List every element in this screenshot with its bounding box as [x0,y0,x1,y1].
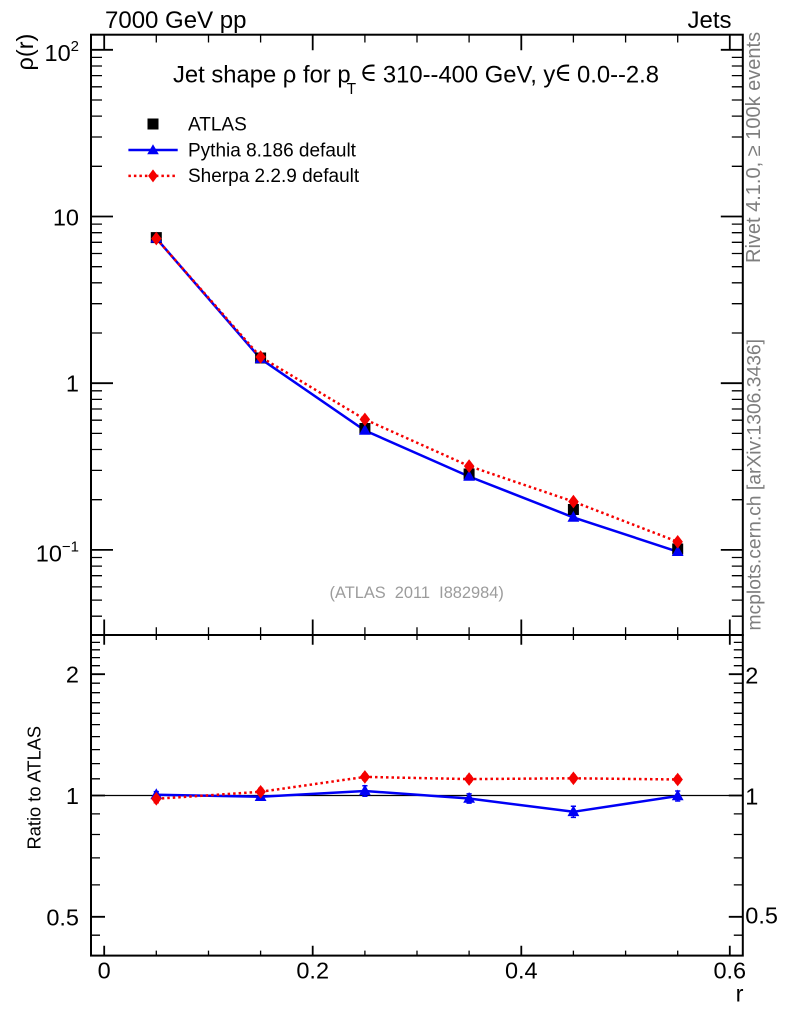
svg-text:2: 2 [66,662,79,688]
svg-text:0.0--2.8: 0.0--2.8 [577,62,659,89]
svg-text:310--400 GeV, y: 310--400 GeV, y [383,62,556,89]
svg-text:ρ(r): ρ(r) [12,34,38,71]
svg-text:0: 0 [98,957,111,983]
svg-text:(ATLAS 2011 I882984): (ATLAS 2011 I882984) [330,584,504,602]
svg-text:Jets: Jets [687,7,731,34]
svg-text:Rivet 4.1.0, ≥ 100k events: Rivet 4.1.0, ≥ 100k events [743,32,765,263]
svg-text:10: 10 [53,204,79,230]
svg-text:Sherpa 2.2.9 default: Sherpa 2.2.9 default [188,166,360,187]
svg-text:1: 1 [66,783,79,809]
svg-text:1: 1 [66,371,79,397]
svg-text:T: T [347,81,356,98]
svg-text:Jet shape ρ for p: Jet shape ρ for p [173,62,351,89]
svg-text:0.2: 0.2 [296,957,329,983]
svg-text:r: r [736,981,744,1007]
svg-text:0.5: 0.5 [46,904,79,930]
svg-text:ATLAS: ATLAS [188,114,247,135]
svg-text:0.6: 0.6 [713,957,746,983]
svg-text:2: 2 [745,663,758,689]
svg-text:Pythia 8.186 default: Pythia 8.186 default [188,141,357,162]
svg-text:0.5: 0.5 [745,903,778,929]
svg-text:7000 GeV pp: 7000 GeV pp [105,7,246,34]
svg-text:mcplots.cern.ch [arXiv:1306.34: mcplots.cern.ch [arXiv:1306.3436] [745,339,766,631]
svg-text:Ratio to ATLAS: Ratio to ATLAS [24,726,45,850]
svg-text:0.4: 0.4 [505,957,538,983]
svg-text:1: 1 [745,784,758,810]
